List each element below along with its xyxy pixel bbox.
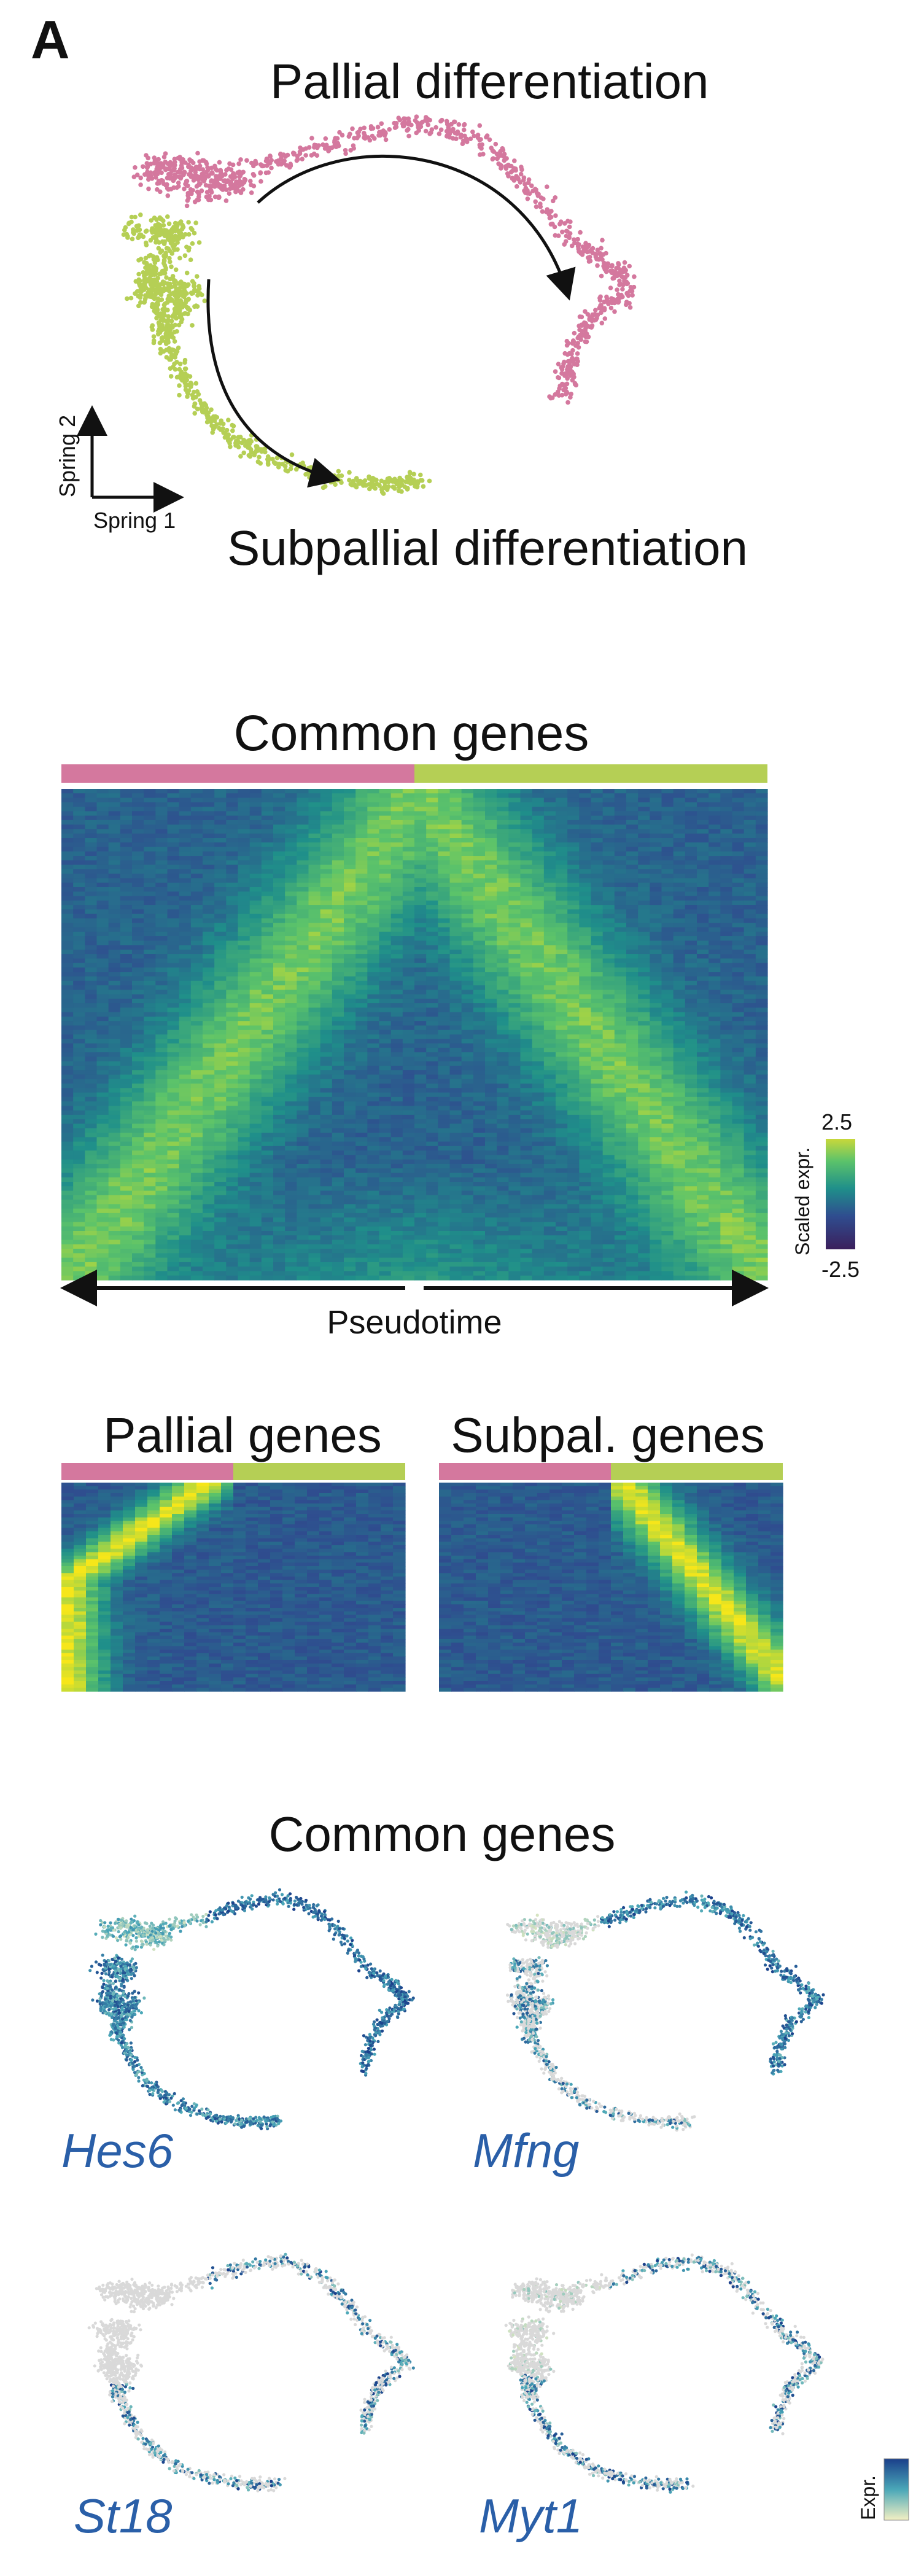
gene-label-st18: St18 — [74, 2489, 172, 2543]
common-genes-heatmap: Common genes Pseudotime 2.5 -2.5 Scaled … — [61, 705, 860, 1341]
gene-label-myt1: Myt1 — [479, 2489, 583, 2543]
colorbar-min: -2.5 — [821, 1257, 860, 1282]
common-heatmap-title: Common genes — [234, 705, 589, 761]
pallial-trajectory-arrow — [258, 156, 568, 295]
axis-y-label: Spring 2 — [55, 415, 80, 497]
feature-plot-mfng — [506, 1890, 825, 2132]
subpallial-label: Subpallial differentiation — [227, 521, 748, 575]
scaled-expr-colorbar — [826, 1139, 855, 1249]
feature-plot-myt1 — [505, 2254, 825, 2494]
pallial-heatmap-matrix — [61, 1483, 406, 1692]
feature-plot-st18 — [88, 2253, 415, 2493]
axis-x-label: Spring 1 — [93, 508, 176, 533]
expr-colorbar-title: Expr. — [857, 2475, 879, 2520]
subpallial-heatmap-matrix — [439, 1483, 783, 1692]
feature-plot-hes6 — [88, 1888, 415, 2130]
pallial-heatmap-pallial-bar — [61, 1463, 233, 1480]
subpallial-genes-heatmap: Subpal. genes — [439, 1408, 783, 1692]
pallial-heatmap-subpallial-bar — [233, 1463, 405, 1480]
feature-section-title: Common genes — [269, 1807, 616, 1861]
feature-plots: Common genes Hes6 Mfng St18 Myt1 Expr. — [61, 1807, 909, 2543]
colorbar-title: Scaled expr. — [791, 1147, 813, 1255]
subpal-heatmap-subpallial-bar — [611, 1463, 783, 1480]
spring-plot: Pallial differentiation Subpallial diffe… — [55, 54, 748, 575]
common-heatmap-matrix — [61, 789, 768, 1281]
gene-label-mfng: Mfng — [473, 2124, 579, 2178]
pseudotime-label: Pseudotime — [327, 1304, 502, 1341]
subpallial-bar — [414, 764, 767, 783]
colorbar-max: 2.5 — [821, 1109, 852, 1135]
pallial-genes-heatmap: Pallial genes — [61, 1408, 406, 1692]
gene-label-hes6: Hes6 — [61, 2124, 174, 2178]
subpallial-heatmap-title: Subpal. genes — [451, 1408, 765, 1462]
pallial-label: Pallial differentiation — [270, 54, 709, 109]
subpallial-trajectory-arrow — [208, 279, 335, 479]
subpal-heatmap-pallial-bar — [439, 1463, 611, 1480]
spring-cell-dots — [122, 114, 637, 495]
panel-label: A — [31, 9, 70, 70]
pallial-heatmap-title: Pallial genes — [103, 1408, 382, 1462]
expr-colorbar — [884, 2459, 909, 2520]
pallial-bar — [61, 764, 414, 783]
